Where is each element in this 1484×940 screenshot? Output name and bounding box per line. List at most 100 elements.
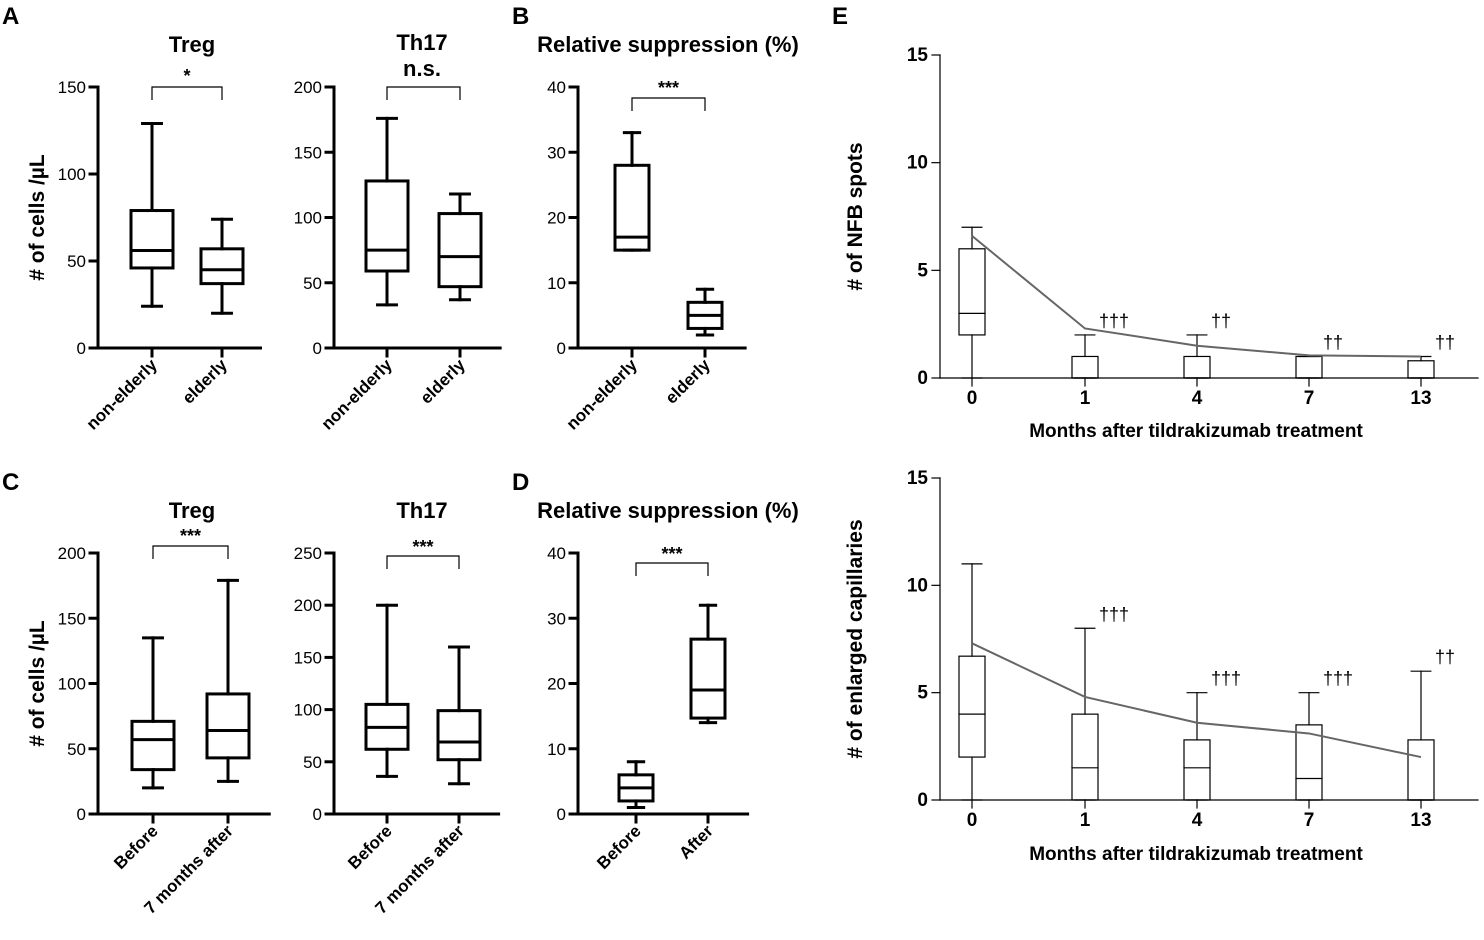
chart-title: Relative suppression (%) bbox=[537, 498, 799, 523]
x-category-label: 13 bbox=[1410, 388, 1431, 409]
box-iqr bbox=[1295, 724, 1323, 801]
box-1 bbox=[958, 226, 986, 379]
box-1 bbox=[364, 116, 410, 307]
significance-dagger: †† bbox=[1435, 647, 1455, 667]
mean-trend-line bbox=[971, 642, 1422, 759]
box-4 bbox=[1295, 355, 1323, 379]
significance-label: * bbox=[183, 66, 190, 86]
y-tick-label: 10 bbox=[547, 740, 566, 759]
box-iqr bbox=[958, 248, 986, 336]
chart-title: Relative suppression (%) bbox=[537, 32, 799, 57]
x-category-label: 1 bbox=[1080, 810, 1091, 831]
y-axis-label: # of NFB spots bbox=[844, 142, 867, 290]
box-iqr bbox=[436, 709, 482, 762]
box-2 bbox=[686, 287, 724, 337]
significance-bracket bbox=[631, 97, 706, 111]
x-category-label: Before bbox=[593, 821, 645, 873]
box-5 bbox=[1407, 670, 1435, 801]
y-tick-label: 5 bbox=[917, 683, 928, 704]
box-5 bbox=[1407, 355, 1435, 379]
box-iqr bbox=[205, 692, 251, 760]
box-iqr bbox=[130, 719, 176, 772]
chart-b: Relative suppression (%) 0 10 20 30 40 non-eld… bbox=[537, 32, 799, 434]
box-iqr bbox=[437, 212, 483, 289]
y-tick-label: 250 bbox=[294, 544, 322, 563]
box-iqr bbox=[1071, 355, 1099, 379]
y-tick-label: 0 bbox=[557, 805, 566, 824]
x-category-label: 0 bbox=[967, 388, 978, 409]
significance-dagger: ††† bbox=[1099, 604, 1129, 624]
x-category-label: elderly bbox=[179, 355, 232, 408]
x-axis-label: Months after tildrakizumab treatment bbox=[1029, 844, 1363, 865]
box-1 bbox=[617, 760, 655, 809]
y-tick-label: 15 bbox=[907, 468, 929, 489]
y-tick-label: 15 bbox=[907, 45, 929, 66]
y-tick-label: 50 bbox=[67, 252, 86, 271]
significance-dagger: †† bbox=[1435, 332, 1455, 352]
y-tick-label: 0 bbox=[77, 339, 86, 358]
y-tick-label: 0 bbox=[917, 368, 928, 389]
box-iqr bbox=[364, 179, 410, 273]
box-1 bbox=[613, 131, 651, 252]
y-tick-label: 200 bbox=[294, 78, 322, 97]
box-2 bbox=[1071, 627, 1099, 801]
chart-d: Relative suppression (%) 0 10 20 30 40 Before A… bbox=[537, 498, 799, 873]
x-category-label: 4 bbox=[1192, 388, 1203, 409]
y-tick-label: 100 bbox=[58, 165, 86, 184]
significance-bracket bbox=[152, 545, 229, 559]
box-2 bbox=[689, 603, 727, 725]
panel-label-D: D bbox=[512, 469, 529, 496]
y-tick-label: 0 bbox=[77, 805, 86, 824]
panel-label-B: B bbox=[512, 3, 529, 30]
y-tick-label: 20 bbox=[547, 209, 566, 228]
x-category-label: non-elderly bbox=[563, 355, 642, 434]
box-iqr bbox=[129, 209, 175, 270]
box-2 bbox=[1071, 334, 1099, 379]
x-axis-label: Months after tildrakizumab treatment bbox=[1029, 421, 1363, 442]
y-axis-label: # of cells /µL bbox=[26, 620, 49, 747]
y-tick-label: 0 bbox=[557, 339, 566, 358]
significance-bracket bbox=[386, 555, 460, 569]
x-category-label: 4 bbox=[1192, 810, 1203, 831]
y-tick-label: 10 bbox=[547, 274, 566, 293]
x-category-label: 1 bbox=[1080, 388, 1091, 409]
box-iqr bbox=[613, 163, 651, 252]
y-tick-label: 0 bbox=[313, 339, 322, 358]
box-1 bbox=[130, 636, 176, 790]
box-4 bbox=[1295, 692, 1323, 801]
y-tick-label: 150 bbox=[294, 143, 322, 162]
panel-label-C: C bbox=[2, 469, 19, 496]
box-iqr bbox=[1071, 713, 1099, 801]
x-category-label: elderly bbox=[662, 355, 715, 408]
significance-dagger: †† bbox=[1211, 311, 1231, 331]
y-tick-label: 50 bbox=[303, 274, 322, 293]
x-category-label: non-elderly bbox=[318, 355, 397, 434]
chart-title: Treg bbox=[169, 498, 215, 523]
box-2 bbox=[199, 217, 245, 315]
y-tick-label: 150 bbox=[58, 609, 86, 628]
y-tick-label: 30 bbox=[547, 143, 566, 162]
chart-title: Treg bbox=[169, 32, 215, 57]
y-tick-label: 0 bbox=[313, 805, 322, 824]
y-tick-label: 10 bbox=[907, 575, 928, 596]
chart-title: Th17 bbox=[396, 498, 447, 523]
mean-trend-line bbox=[971, 235, 1422, 358]
panel-label-A: A bbox=[2, 3, 19, 30]
box-1 bbox=[958, 563, 986, 801]
y-tick-label: 150 bbox=[294, 648, 322, 667]
y-axis-label: # of cells /µL bbox=[26, 154, 49, 281]
y-tick-label: 100 bbox=[294, 701, 322, 720]
box-3 bbox=[1183, 334, 1211, 379]
chart-e2: 0 5 10 15 # of enlarged capillaries 0 1 4 7 13 Mon… bbox=[844, 468, 1479, 865]
y-tick-label: 50 bbox=[303, 753, 322, 772]
significance-dagger: ††† bbox=[1099, 311, 1129, 331]
significance-label: *** bbox=[661, 544, 682, 564]
y-tick-label: 150 bbox=[58, 78, 86, 97]
significance-dagger: ††† bbox=[1211, 669, 1241, 689]
x-category-label: 0 bbox=[967, 810, 978, 831]
significance-dagger: ††† bbox=[1323, 669, 1353, 689]
chart-a1: Treg 0 50 100 150 # of cells /µL non-elderly el… bbox=[26, 32, 262, 434]
significance-bracket bbox=[386, 86, 461, 100]
box-iqr bbox=[689, 637, 727, 720]
